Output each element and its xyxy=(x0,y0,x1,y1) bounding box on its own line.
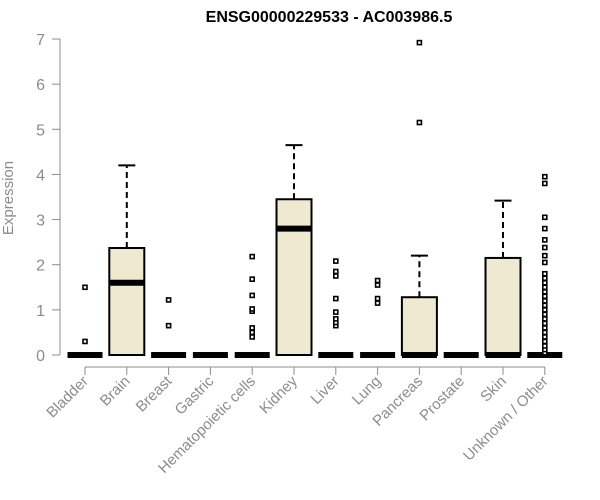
y-tick-label: 6 xyxy=(36,77,45,94)
y-tick-label: 0 xyxy=(36,348,45,365)
x-tick-label: Kidney xyxy=(256,372,301,417)
outlier-point xyxy=(541,302,548,309)
x-tick-label: Skin xyxy=(477,373,510,406)
box-marks xyxy=(67,39,563,358)
y-tick-label: 3 xyxy=(36,213,45,230)
outlier-point xyxy=(249,325,255,331)
x-tick-label: Prostate xyxy=(416,373,468,425)
outlier-point xyxy=(541,270,548,277)
x-tick-label: Liver xyxy=(308,373,343,408)
y-tick-label: 7 xyxy=(36,32,45,49)
outlier-point xyxy=(541,320,548,327)
outlier-point xyxy=(541,316,548,322)
x-tick-label: Brain xyxy=(97,373,134,410)
x-tick-label: Bladder xyxy=(43,373,92,422)
y-tick-label: 1 xyxy=(36,303,45,320)
outlier-point xyxy=(416,119,423,126)
outlier-point xyxy=(541,298,548,304)
axes: 0 1 2 3 4 5 6 7 xyxy=(36,32,546,375)
y-tick-label: 4 xyxy=(36,167,45,184)
outlier-point xyxy=(541,311,548,318)
outlier-point xyxy=(541,325,548,331)
outlier-point xyxy=(541,252,548,259)
outlier-point xyxy=(249,253,255,260)
outlier-point xyxy=(541,334,548,340)
outlier-point xyxy=(416,39,423,46)
outlier-point xyxy=(541,180,548,187)
box-iqr xyxy=(400,296,438,356)
outlier-point xyxy=(249,329,255,336)
outlier-point xyxy=(82,284,88,291)
outlier-point xyxy=(249,306,255,312)
outlier-point xyxy=(541,225,548,232)
outlier-point xyxy=(541,307,548,313)
outlier-point xyxy=(249,334,255,340)
chart-title: ENSG00000229533 - AC003986.5 xyxy=(206,9,453,26)
outlier-point xyxy=(374,295,381,302)
outlier-point xyxy=(165,322,172,329)
outlier-point xyxy=(374,282,381,288)
outlier-point xyxy=(541,214,548,221)
outlier-point xyxy=(541,284,548,291)
outlier-point xyxy=(541,237,548,243)
outlier-point xyxy=(541,293,548,300)
outlier-point xyxy=(541,288,548,295)
outlier-point xyxy=(332,295,339,302)
outlier-point xyxy=(541,275,548,282)
outlier-point xyxy=(374,277,381,284)
x-tick-label: Lung xyxy=(349,373,385,409)
x-tick-label: Breast xyxy=(133,372,176,415)
outlier-point xyxy=(541,259,548,266)
outlier-point xyxy=(165,297,172,303)
box-iqr xyxy=(484,256,522,357)
box-iqr xyxy=(108,247,146,356)
outlier-point xyxy=(374,300,381,306)
outlier-point xyxy=(332,309,339,315)
y-tick-label: 2 xyxy=(36,258,45,275)
outlier-point xyxy=(541,338,548,345)
outlier-point xyxy=(82,338,88,345)
outlier-point xyxy=(332,268,339,275)
outlier-point xyxy=(332,316,339,322)
outlier-point xyxy=(332,273,339,279)
outlier-point xyxy=(541,244,548,251)
outlier-point xyxy=(541,343,548,349)
box-iqr xyxy=(275,198,313,356)
outlier-point xyxy=(541,329,548,336)
outlier-point xyxy=(541,173,548,180)
outlier-point xyxy=(332,258,339,264)
y-axis-label: Expression xyxy=(0,161,17,235)
y-tick-label: 5 xyxy=(36,122,45,139)
outlier-point xyxy=(249,276,255,282)
outlier-point xyxy=(541,279,548,286)
outlier-point xyxy=(249,292,255,299)
